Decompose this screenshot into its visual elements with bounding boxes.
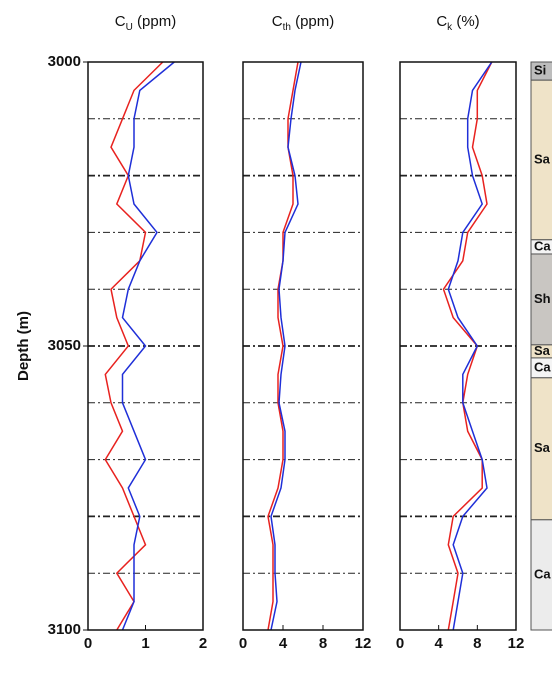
lithology-label: Si [534,63,546,78]
y-axis-label: Depth (m) [15,311,32,381]
log-curve [104,61,164,631]
log-curve [447,61,493,631]
x-tick-label: 0 [396,635,404,652]
title-symbol: C [436,13,447,30]
track-frame [242,61,364,631]
track-title: Cth (ppm) [272,13,335,33]
log-curve [121,61,175,631]
x-tick-label: 8 [473,635,481,652]
title-symbol: C [272,13,283,30]
lithology-label: Sa [534,151,551,166]
lithology-label: Sa [534,343,551,358]
track-title: CU (ppm) [115,13,176,33]
x-tick-label: 4 [279,635,288,652]
y-tick-label: 3000 [48,53,81,70]
lithology-unit [530,519,552,631]
x-tick-label: 2 [199,635,207,652]
lithology-label: Ca [534,238,551,253]
x-tick-label: 4 [434,635,443,652]
track-title: Ck (%) [436,13,479,33]
title-subscript: th [283,22,291,33]
x-tick-label: 1 [141,635,149,652]
title-unit: (ppm) [133,13,176,30]
log-curve [270,61,302,631]
lithology-label: Ca [534,359,551,374]
lithology-label: Sh [534,291,551,306]
title-subscript: U [126,22,133,33]
title-symbol: C [115,13,126,30]
x-tick-label: 8 [319,635,327,652]
track-frame [399,61,517,631]
x-tick-label: 0 [239,635,247,652]
x-tick-label: 12 [508,635,525,652]
x-tick-label: 12 [355,635,372,652]
y-tick-label: 3100 [48,621,81,638]
title-unit: (%) [452,13,480,30]
x-tick-label: 0 [84,635,92,652]
title-subscript: k [447,22,453,33]
lithology-label: Sa [534,440,551,455]
title-unit: (ppm) [291,13,334,30]
lithology-label: Ca [534,566,551,581]
y-tick-label: 3050 [48,337,81,354]
